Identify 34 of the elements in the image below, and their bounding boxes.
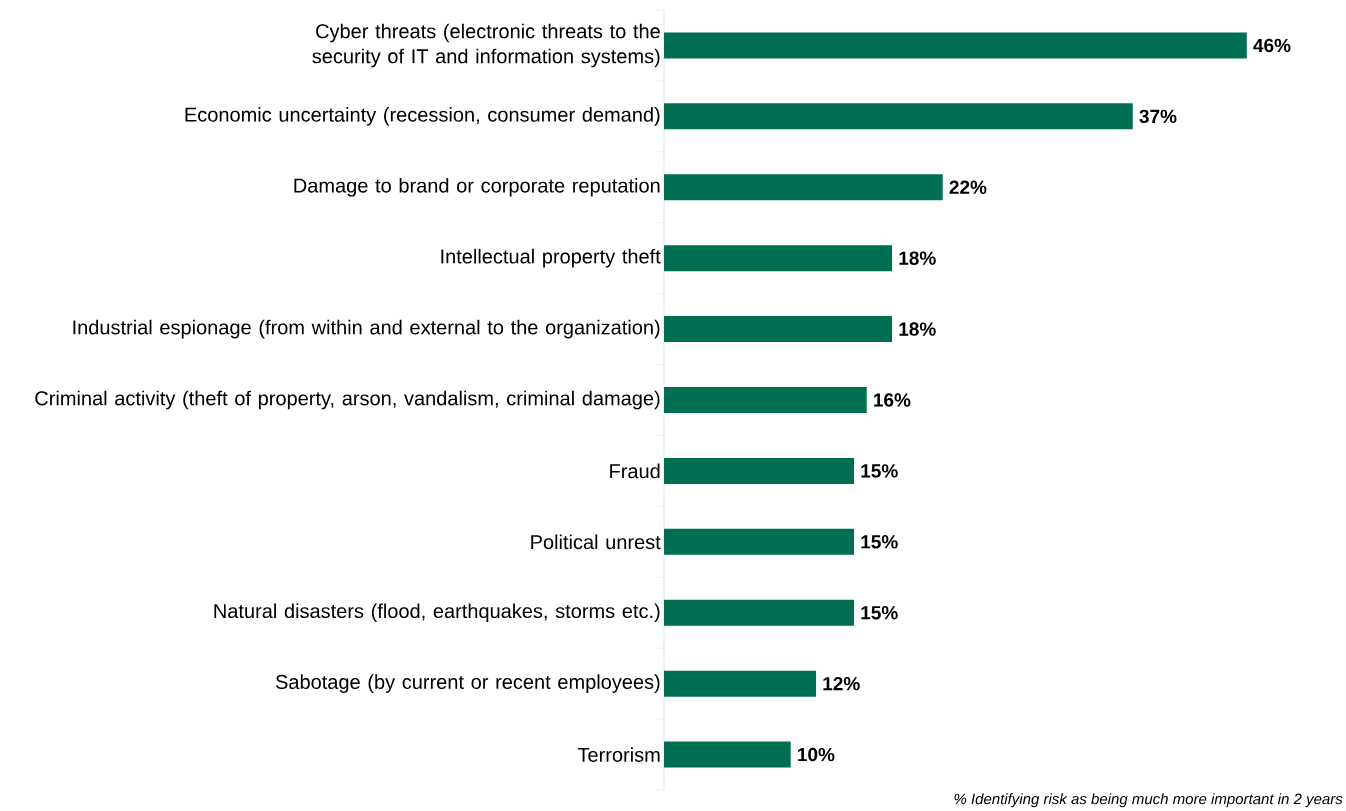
bar — [664, 174, 943, 201]
data-label: 46% — [1253, 38, 1291, 53]
y-tick-label: Terrorism — [577, 747, 660, 762]
y-tick-label: Damage to brand or corporate reputation — [294, 177, 660, 197]
data-label: 15% — [861, 464, 898, 478]
bar — [664, 387, 867, 413]
data-label: 22% — [949, 180, 987, 194]
y-tick-label: Intellectual property theft — [441, 248, 661, 268]
bar — [664, 457, 855, 484]
text: % Identifying risk as being much more important in 2 years — [954, 793, 1343, 808]
y-tick-label: Political unrest — [531, 534, 661, 550]
data-label: 15% — [861, 535, 898, 549]
bar — [664, 599, 855, 626]
y-tick-label: Criminal activity (theft of property, arson, vandalism, criminal damage) — [35, 390, 660, 410]
y-tick-label: Economic uncertainty (recession, consumer demand) — [185, 107, 660, 126]
bar — [664, 528, 855, 555]
data-label: 18% — [899, 251, 936, 265]
data-label: 10% — [798, 747, 835, 762]
y-tick-label: Cyber threats (electronic threats to the security of IT and information systems) — [312, 23, 660, 68]
bar — [664, 670, 817, 697]
data-label: 37% — [1139, 109, 1177, 124]
y-tick-label: Natural disasters (flood, earthquakes, storms etc.) — [214, 603, 660, 623]
bar — [664, 103, 1133, 130]
data-label: 16% — [874, 393, 911, 407]
data-label: 15% — [861, 606, 898, 620]
y-tick-label: Industrial espionage (from within and external to the organization) — [73, 319, 660, 339]
bar — [664, 741, 791, 768]
bar — [664, 316, 893, 343]
bar — [664, 32, 1247, 59]
data-label: 12% — [823, 676, 860, 691]
bar — [664, 245, 893, 272]
data-label: 18% — [899, 322, 936, 336]
y-tick-label: Fraud — [610, 463, 660, 479]
y-tick-label: Sabotage (by current or recent employees) — [275, 674, 660, 693]
